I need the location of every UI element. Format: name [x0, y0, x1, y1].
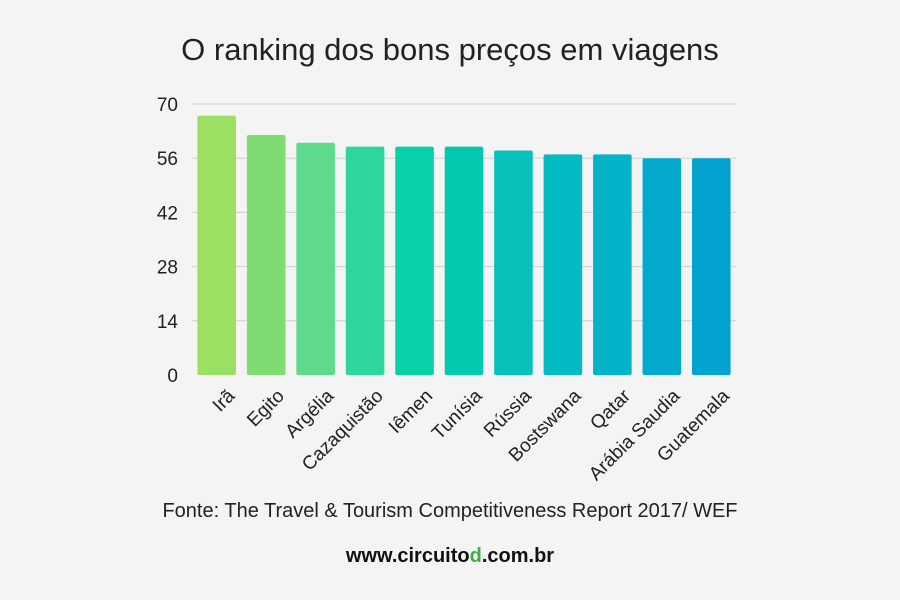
- bar: [197, 115, 237, 375]
- bar: [345, 146, 385, 375]
- x-category-label: Tunísia: [428, 385, 487, 444]
- bar: [642, 158, 682, 375]
- y-tick-label: 0: [167, 366, 178, 387]
- bar: [395, 146, 434, 375]
- bar: [691, 158, 731, 375]
- x-category-label: Irã: [209, 385, 240, 416]
- chart-title: O ranking dos bons preços em viagens: [181, 32, 719, 67]
- bar: [543, 154, 583, 375]
- site-url-suffix: .com.br: [481, 545, 555, 567]
- bar: [444, 146, 484, 375]
- x-axis-labels: Irã EgitoArgéliaCazaquistãoIêmenTunísiaRú…: [209, 385, 734, 485]
- site-url[interactable]: www.circuitod.com.br: [0, 545, 900, 568]
- y-tick-label: 56: [157, 149, 178, 170]
- bar: [246, 134, 286, 375]
- y-tick-label: 42: [157, 203, 178, 224]
- bar: [593, 154, 632, 375]
- bars: [197, 115, 731, 375]
- y-tick-label: 28: [157, 258, 178, 279]
- y-tick-label: 70: [157, 95, 178, 116]
- bar: [296, 142, 335, 375]
- site-url-accent: d: [469, 545, 482, 567]
- site-url-prefix: www.circuito: [345, 545, 470, 567]
- bar: [494, 150, 533, 375]
- x-category-label: Egito: [243, 386, 288, 431]
- source-note: Fonte: The Travel & Tourism Competitiven…: [162, 500, 738, 522]
- y-axis-ticks: 0 14 28 42 56 70: [157, 95, 179, 387]
- y-tick-label: 14: [157, 312, 179, 333]
